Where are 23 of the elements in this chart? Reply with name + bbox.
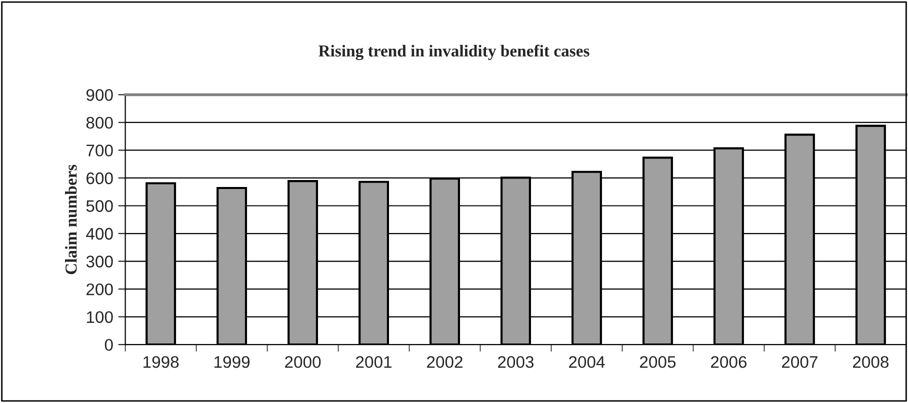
y-tick-label: 600 xyxy=(86,172,113,184)
y-tick-label: 100 xyxy=(86,311,113,324)
y-tick-label: 700 xyxy=(86,144,113,156)
x-tick-label: 2008 xyxy=(852,356,889,368)
x-tick-label: 2003 xyxy=(498,356,534,368)
chart-title: Rising trend in invalidity benefit cases xyxy=(318,44,590,60)
y-tick-label: 0 xyxy=(104,338,113,351)
x-tick-label: 2000 xyxy=(285,356,321,368)
y-tick-label: 200 xyxy=(86,283,113,296)
y-tick-label: 400 xyxy=(86,228,113,240)
x-tick-label: 1999 xyxy=(214,356,250,368)
y-tick-label: 900 xyxy=(86,89,113,101)
y-tick-label: 800 xyxy=(86,116,113,129)
x-tick-label: 1998 xyxy=(144,356,179,368)
x-tick-label: 2004 xyxy=(569,356,605,368)
y-tick-label: 300 xyxy=(86,256,113,268)
y-tick-label: 500 xyxy=(86,200,113,212)
y-axis-title: Claim numbers xyxy=(65,164,77,274)
x-tick-label: 2001 xyxy=(356,356,392,368)
x-tick-label: 2007 xyxy=(782,356,818,368)
x-tick-label: 2005 xyxy=(640,356,676,368)
x-tick-label: 2002 xyxy=(427,356,462,368)
x-tick-label: 2006 xyxy=(711,356,747,368)
